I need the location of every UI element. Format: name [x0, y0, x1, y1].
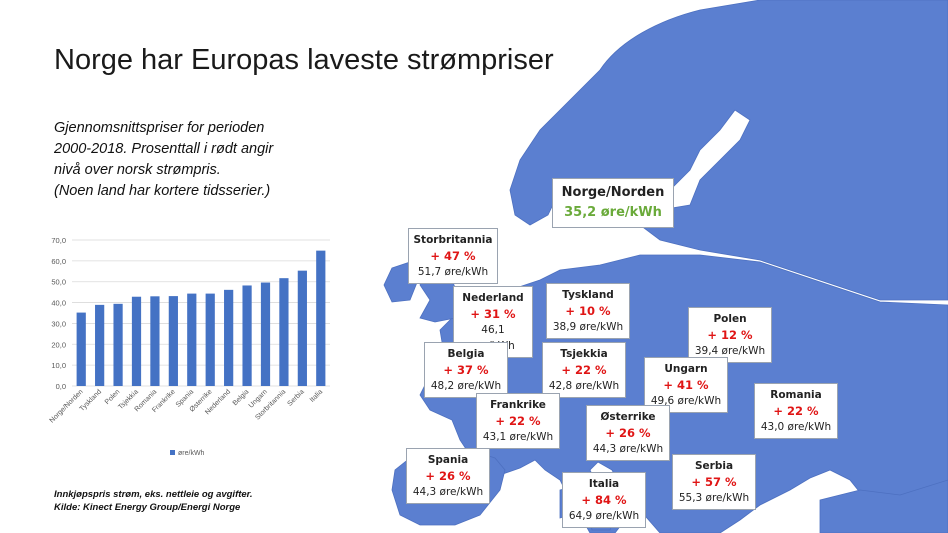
bar — [168, 296, 178, 386]
callout-storbritannia: Storbritannia + 47 % 51,7 øre/kWh — [408, 228, 498, 284]
bar — [224, 289, 234, 386]
callout-price: 51,7 øre/kWh — [417, 266, 489, 278]
y-tick-label: 30,0 — [51, 319, 66, 328]
callout-country: Tsjekkia — [560, 348, 608, 360]
callout-price: 35,2 øre/kWh — [564, 205, 662, 220]
callout-serbia: Serbia + 57 % 55,3 øre/kWh — [672, 454, 756, 510]
callout-country: Italia — [588, 478, 620, 490]
callout-percent: + 26 % — [425, 469, 471, 483]
callout-country: Polen — [713, 313, 747, 325]
callout-percent: + 57 % — [691, 475, 737, 489]
bar — [76, 312, 86, 386]
callout-percent: + 22 % — [561, 363, 607, 377]
subtitle-line: (Noen land har kortere tidsserier.) — [54, 183, 271, 199]
callout-percent: + 41 % — [663, 378, 709, 392]
bar — [205, 293, 215, 386]
callout-percent: + 26 % — [605, 426, 651, 440]
callout-percent: + 12 % — [707, 328, 753, 342]
callout-norge: Norge/Norden 35,2 øre/kWh — [552, 178, 674, 228]
bar — [242, 285, 252, 386]
subtitle-line: Gjennomsnittspriser for perioden — [54, 120, 265, 136]
callout-country: Frankrike — [490, 399, 546, 411]
callout-country: Tyskland — [562, 289, 614, 301]
callout-price: 43,1 øre/kWh — [482, 431, 554, 443]
callout-country: Spania — [427, 454, 469, 466]
callout-percent: + 84 % — [581, 493, 627, 507]
callout-percent: + 37 % — [443, 363, 489, 377]
footnote: Innkjøpspris strøm, eks. nettleie og avg… — [54, 488, 253, 514]
callout-country: Østerrike — [600, 411, 656, 423]
y-tick-label: 60,0 — [51, 257, 66, 266]
callout-spania: Spania + 26 % 44,3 øre/kWh — [406, 448, 490, 504]
callout-price: 44,3 øre/kWh — [412, 486, 484, 498]
subtitle-line: 2000-2018. Prosenttall i rødt angir — [54, 141, 274, 157]
bar — [297, 270, 307, 386]
callout-frankrike: Frankrike + 22 % 43,1 øre/kWh — [476, 393, 560, 449]
callout-tsjekkia: Tsjekkia + 22 % 42,8 øre/kWh — [542, 342, 626, 398]
callout-price: 44,3 øre/kWh — [592, 443, 664, 455]
callout-country: Romania — [770, 389, 822, 401]
bar — [150, 296, 160, 386]
callout-price: 48,2 øre/kWh — [430, 380, 502, 392]
legend-swatch — [170, 450, 175, 455]
callout-country: Storbritannia — [413, 234, 493, 246]
y-tick-label: 10,0 — [51, 361, 66, 370]
footnote-line: Kilde: Kinect Energy Group/Energi Norge — [54, 502, 241, 513]
callout-percent: + 22 % — [773, 404, 819, 418]
callout-romania: Romania + 22 % 43,0 øre/kWh — [754, 383, 838, 439]
callout-country: Belgia — [447, 348, 485, 360]
callout-polen: Polen + 12 % 39,4 øre/kWh — [688, 307, 772, 363]
callout-country: Nederland — [462, 292, 524, 304]
bar — [279, 278, 289, 386]
callout-percent: + 10 % — [565, 304, 611, 318]
legend-label: øre/kWh — [178, 450, 205, 457]
x-tick-label: Italia — [309, 388, 324, 403]
bar-chart: 0,010,020,030,040,050,060,070,0Norge/Nor… — [49, 236, 330, 457]
callout-price: 43,0 øre/kWh — [760, 421, 832, 433]
callout-osterrike: Østerrike + 26 % 44,3 øre/kWh — [586, 405, 670, 461]
callout-belgia: Belgia + 37 % 48,2 øre/kWh — [424, 342, 508, 398]
callout-price: 55,3 øre/kWh — [678, 492, 750, 504]
callout-italia: Italia + 84 % 64,9 øre/kWh — [562, 472, 646, 528]
callout-country: Serbia — [694, 460, 734, 472]
bar — [187, 293, 197, 386]
bar — [260, 282, 271, 386]
callout-price: 64,9 øre/kWh — [568, 510, 640, 522]
callout-price: 49,6 øre/kWh — [650, 395, 722, 407]
subtitle: Gjennomsnittspriser for perioden 2000-20… — [54, 118, 354, 202]
y-tick-label: 70,0 — [51, 236, 66, 245]
callout-percent: + 22 % — [495, 414, 541, 428]
callout-country: Ungarn — [664, 363, 708, 375]
callout-ungarn: Ungarn + 41 % 49,6 øre/kWh — [644, 357, 728, 413]
bar — [131, 296, 142, 386]
callout-percent: + 47 % — [430, 249, 476, 263]
callout-price: 42,8 øre/kWh — [548, 380, 620, 392]
x-tick-label: Serbia — [287, 388, 306, 407]
callout-tyskland: Tyskland + 10 % 38,9 øre/kWh — [546, 283, 630, 339]
y-tick-label: 20,0 — [51, 340, 66, 349]
footnote-line: Innkjøpspris strøm, eks. nettleie og avg… — [54, 489, 253, 500]
subtitle-line: nivå over norsk strømpris. — [54, 162, 221, 178]
y-tick-label: 50,0 — [51, 278, 66, 287]
callout-country: Norge/Norden — [561, 185, 665, 200]
bar — [316, 250, 326, 386]
callout-percent: + 31 % — [470, 307, 516, 321]
bar — [113, 303, 123, 386]
page-title: Norge har Europas laveste strømpriser — [54, 44, 554, 76]
callout-price: 39,4 øre/kWh — [694, 345, 766, 357]
y-tick-label: 0,0 — [56, 382, 66, 391]
callout-price: 38,9 øre/kWh — [552, 321, 624, 333]
bar — [95, 304, 105, 386]
y-tick-label: 40,0 — [51, 299, 66, 308]
